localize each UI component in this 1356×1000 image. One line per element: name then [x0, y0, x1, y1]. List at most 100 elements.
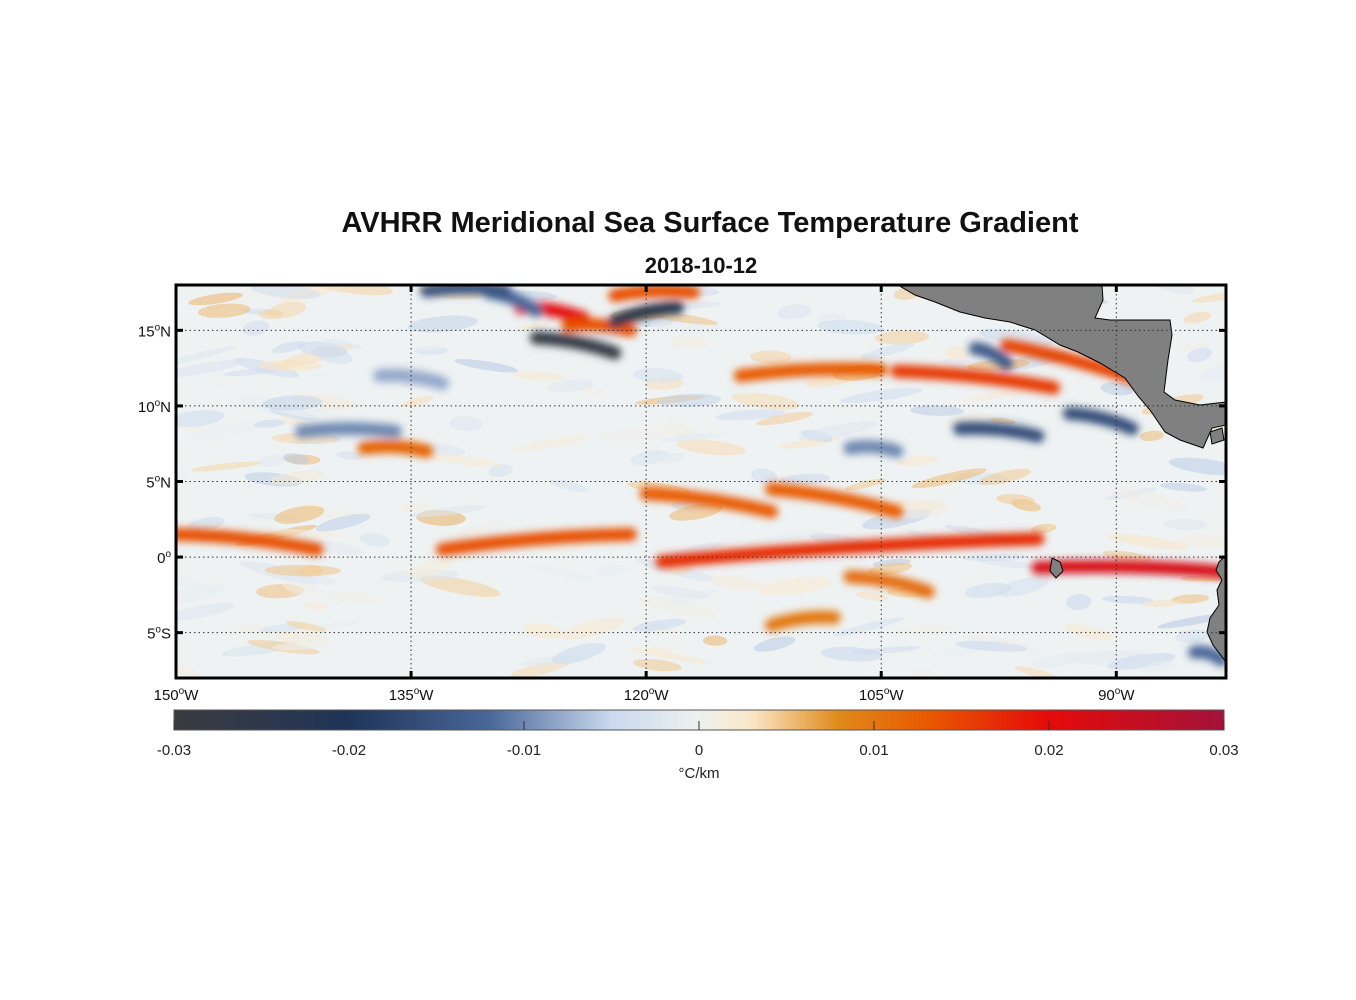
colorbar-ramp	[174, 710, 1224, 730]
gradient-texture-patch	[1142, 599, 1182, 608]
negative-gradient-front	[1188, 645, 1226, 667]
gradient-texture-patch	[758, 577, 832, 596]
colorbar-tick-label: 0.01	[859, 742, 888, 759]
latitude-labels: 15oN 10oN 5oN 0o 5oS	[138, 322, 172, 642]
negative-gradient-front	[968, 342, 1014, 371]
negative-gradient-front	[420, 285, 512, 298]
gradient-texture-patch	[964, 583, 1012, 598]
gradient-texture-patch	[359, 533, 391, 547]
gradient-texture-patch	[512, 435, 588, 452]
gradient-texture-patch	[945, 345, 970, 361]
positive-gradient-front	[843, 570, 935, 599]
gradient-texture-patch	[711, 384, 752, 396]
galapagos-islands	[1049, 557, 1064, 579]
gradient-texture-patch	[909, 668, 935, 677]
longitude-label: 105oW	[859, 686, 905, 704]
gradient-texture-patch	[855, 591, 889, 601]
gradient-texture-patch	[896, 455, 939, 467]
gradient-texture-patch	[669, 503, 723, 521]
gradient-texture-patch	[190, 461, 261, 472]
land-mask	[897, 285, 1226, 663]
gradient-texture-patch	[345, 613, 399, 629]
gradient-texture-patch	[756, 411, 814, 426]
gradient-texture-patch	[402, 395, 434, 407]
gradient-texture-patch	[817, 319, 883, 335]
colorbar-tick-label: -0.02	[332, 742, 366, 759]
negative-gradient-front	[1062, 407, 1139, 436]
colorbar-ticks: -0.03 -0.02 -0.01 0 0.01 0.02 0.03	[157, 721, 1239, 759]
gradient-texture-patch	[1180, 575, 1226, 582]
gradient-texture-patch	[1175, 342, 1211, 351]
gradient-texture-patch	[844, 478, 886, 491]
latitude-label: 5oS	[147, 625, 171, 643]
gradient-texture-patch	[454, 358, 519, 373]
gradient-texture-patch	[961, 387, 1041, 402]
gradient-texture-patch	[544, 603, 577, 620]
gradient-texture-patch	[731, 392, 800, 410]
negative-gradient-front	[843, 440, 904, 458]
gradient-texture-patch	[820, 646, 883, 662]
gradient-texture-patch	[313, 620, 361, 630]
gradient-texture-patch	[779, 473, 830, 486]
gradient-texture-patch	[707, 575, 764, 591]
gradient-texture-patch	[993, 412, 1032, 426]
gradient-texture-patch	[560, 617, 625, 641]
panama-island	[1209, 427, 1225, 445]
gradient-texture-patch	[750, 350, 792, 364]
colorbar: -0.03 -0.02 -0.01 0 0.01 0.02 0.03 °C/km	[157, 709, 1239, 782]
gradient-texture-patch	[669, 336, 711, 348]
colorbar-tick-label: 0	[695, 742, 703, 759]
positive-gradient-front	[561, 318, 637, 337]
gradient-texture-patch	[1030, 523, 1057, 534]
gradient-texture-patch	[598, 427, 677, 440]
gradient-texture-patch	[1108, 486, 1187, 511]
gradient-texture-patch	[223, 368, 278, 377]
gradient-texture-patch	[661, 433, 722, 442]
gradient-texture-patch	[753, 636, 796, 652]
gradient-texture-patch	[242, 320, 270, 336]
gradient-texture-patch	[751, 468, 778, 485]
gradient-texture-patch	[867, 562, 913, 576]
gradient-texture-patch	[1031, 652, 1085, 668]
positive-gradient-front	[435, 527, 637, 556]
gradient-texture-patch	[859, 343, 914, 360]
map-panel[interactable]	[151, 273, 1251, 682]
gradient-texture-patch	[979, 468, 1031, 485]
gradient-texture-patch	[454, 520, 507, 536]
gradient-texture-patch	[547, 379, 595, 392]
gradient-texture-patch	[272, 639, 343, 651]
gradient-texture-patch	[662, 422, 697, 438]
gradient-texture-patch	[1100, 382, 1134, 396]
gradient-texture-patch	[270, 470, 324, 485]
gradient-texture-patch	[996, 576, 1050, 597]
gradient-texture-patch	[1103, 550, 1152, 563]
frame-ticks	[174, 285, 1226, 678]
longitude-label: 135oW	[389, 686, 435, 704]
gradient-texture-patch	[1140, 659, 1176, 673]
gradient-texture-patch	[1200, 362, 1226, 381]
gradient-texture-patch	[1176, 534, 1226, 548]
gradient-texture-patch	[1014, 666, 1059, 678]
gradient-texture-patch	[745, 529, 824, 545]
gradient-texture-patch	[1183, 311, 1211, 324]
gradient-texture-patch	[632, 659, 682, 672]
gradient-texture-patch	[1063, 624, 1114, 641]
gradient-texture-patch	[407, 315, 478, 333]
latitude-label: 0o	[157, 549, 171, 567]
longitude-labels: 150oW 135oW 120oW 105oW 90oW	[154, 686, 1136, 704]
gradient-texture-patch	[325, 338, 362, 350]
gradient-texture-patch	[409, 505, 488, 518]
latitude-label: 5oN	[146, 474, 171, 492]
positive-gradient-front	[890, 364, 1061, 395]
positive-gradient-front	[733, 362, 888, 383]
gradient-texture-patch	[702, 635, 728, 646]
gradient-texture-patch	[1101, 595, 1154, 604]
gradient-texture-patch	[176, 410, 225, 428]
gradient-texture-patch	[306, 372, 347, 389]
gradient-texture-patch	[644, 646, 673, 653]
gradient-texture-patch	[176, 359, 245, 378]
map-date-subtitle: 2018-10-12	[644, 253, 758, 278]
longitude-label: 150oW	[154, 686, 200, 704]
negative-gradient-front	[953, 421, 1045, 443]
gradient-texture-patch	[398, 502, 430, 512]
